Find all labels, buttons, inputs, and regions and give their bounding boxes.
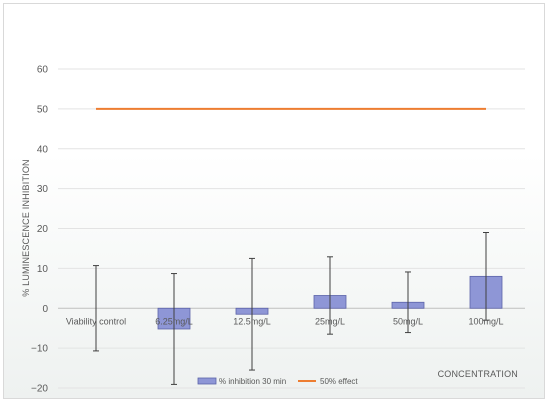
category-label: 6.25mg/L [155, 316, 193, 326]
category-label: 50mg/L [393, 316, 423, 326]
error-bars [93, 231, 489, 385]
legend: % inhibition 30 min 50% effect [197, 377, 358, 386]
y-tick-label: 50 [37, 104, 49, 115]
y-axis-ticks: −20 −10 0 10 20 30 40 50 60 [31, 65, 48, 395]
gridlines [58, 68, 525, 389]
y-tick-label: −20 [31, 384, 48, 395]
y-tick-label: 0 [42, 304, 48, 315]
category-label: 25mg/L [315, 316, 345, 326]
category-labels: Viability control 6.25mg/L 12.5mg/L 25mg/L 5… [66, 316, 504, 326]
legend-label-bars: % inhibition 30 min [219, 377, 286, 386]
legend-swatch-bars [197, 377, 217, 385]
category-label: 100mg/L [468, 316, 503, 326]
y-axis-title: % LUMINESCENCE INHIBITION [21, 159, 31, 297]
y-tick-label: 60 [37, 65, 49, 76]
y-tick-label: 30 [37, 184, 49, 195]
y-tick-label: 20 [37, 224, 49, 235]
y-tick-label: 40 [37, 144, 49, 155]
y-tick-label: −10 [31, 344, 48, 355]
legend-label-line: 50% effect [320, 377, 358, 386]
category-label: Viability control [66, 316, 126, 326]
y-tick-label: 10 [37, 264, 49, 275]
category-label: 12.5mg/L [233, 316, 271, 326]
x-axis-title: CONCENTRATION [438, 369, 518, 379]
